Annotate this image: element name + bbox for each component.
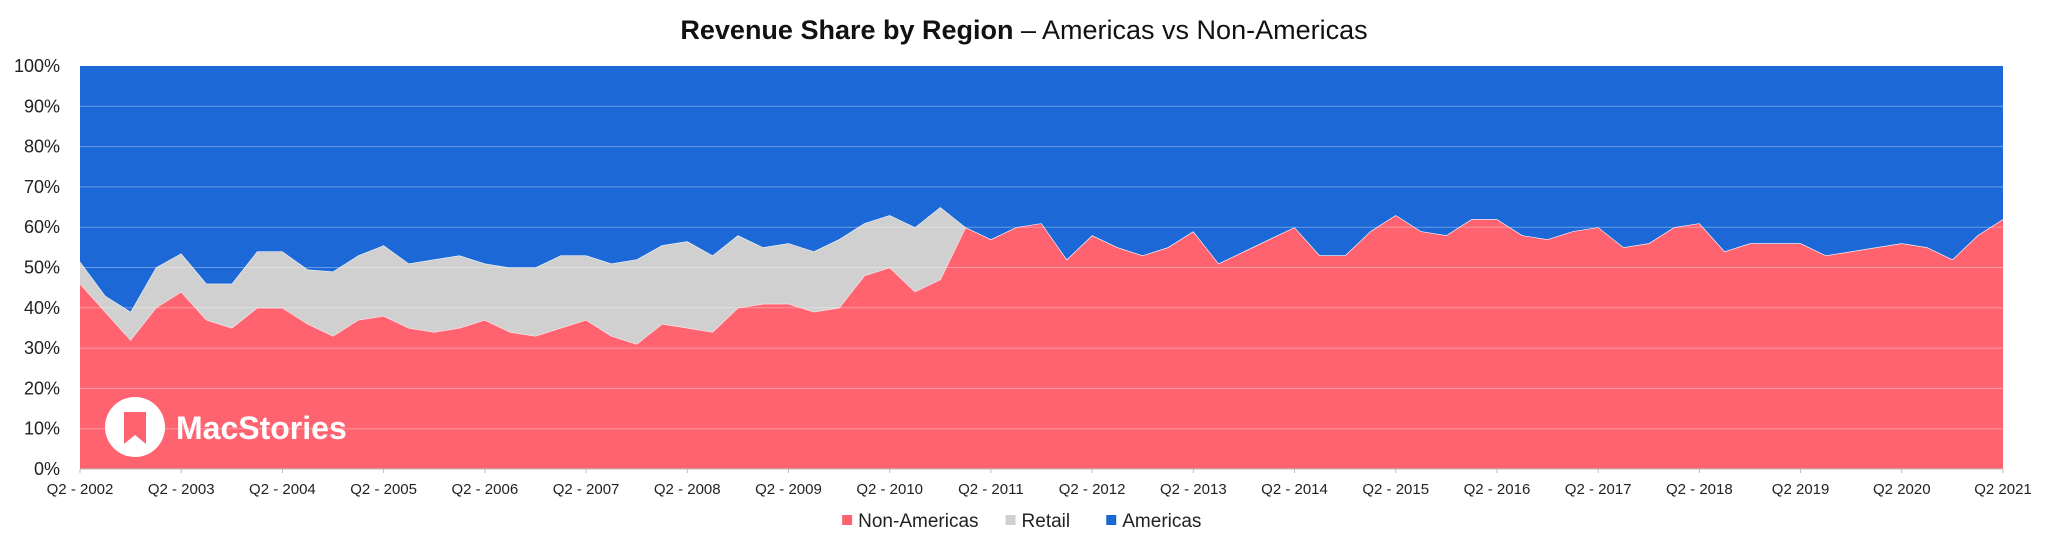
y-tick-label: 60% — [24, 217, 60, 237]
y-tick-label: 40% — [24, 298, 60, 318]
y-axis: 0% 10% 20% 30% 40% 50% 60% 70% 80% 90% 100% — [14, 56, 60, 479]
y-tick-label: 0% — [34, 459, 60, 479]
x-tick-label: Q2 - 2010 — [856, 481, 923, 498]
watermark-text: MacStories — [176, 410, 347, 446]
x-tick-label: Q2 - 2014 — [1261, 481, 1328, 498]
x-tick-label: Q2 - 2016 — [1464, 481, 1531, 498]
macstories-logo: MacStories — [105, 397, 347, 457]
plot-area — [79, 66, 2004, 469]
y-tick-label: 70% — [24, 177, 60, 197]
chart-title-rest: – Americas vs Non-Americas — [1014, 15, 1368, 45]
legend-swatch — [1005, 515, 1016, 525]
x-tick-label: Q2 - 2007 — [553, 481, 620, 498]
y-tick-label: 90% — [24, 96, 60, 116]
x-tick-label: Q2 2021 — [1974, 481, 2032, 498]
x-tick-label: Q2 - 2012 — [1059, 481, 1126, 498]
x-axis: Q2 - 2002 Q2 - 2003 Q2 - 2004 Q2 - 2005 Q2 -… — [47, 468, 2032, 498]
x-tick-label: Q2 - 2011 — [958, 481, 1024, 498]
x-tick-label: Q2 2020 — [1873, 481, 1931, 498]
x-tick-label: Q2 - 2017 — [1565, 481, 1632, 498]
legend-label: Americas — [1122, 511, 1201, 532]
bookmark-icon — [124, 412, 146, 444]
y-tick-label: 10% — [24, 419, 60, 439]
y-tick-label: 80% — [24, 137, 60, 157]
legend-swatch — [842, 515, 853, 525]
x-tick-label: Q2 2019 — [1772, 481, 1830, 498]
x-tick-label: Q2 - 2018 — [1666, 481, 1733, 498]
y-tick-label: 30% — [24, 338, 60, 358]
x-tick-label: Q2 - 2002 — [47, 481, 114, 498]
x-tick-label: Q2 - 2006 — [451, 481, 518, 498]
chart-title-bold: Revenue Share by Region — [680, 15, 1013, 45]
area-non-americas — [80, 215, 2003, 469]
y-tick-label: 50% — [24, 258, 60, 278]
x-tick-label: Q2 - 2009 — [755, 481, 822, 498]
x-tick-label: Q2 - 2003 — [148, 481, 215, 498]
y-tick-label: 100% — [14, 56, 60, 76]
x-tick-label: Q2 - 2008 — [654, 481, 721, 498]
legend-label: Retail — [1022, 511, 1071, 532]
y-tick-label: 20% — [24, 378, 60, 398]
x-tick-label: Q2 - 2004 — [249, 481, 316, 498]
x-tick-label: Q2 - 2015 — [1362, 481, 1429, 498]
gridlines — [80, 105, 2003, 430]
legend-swatch — [1106, 515, 1117, 525]
area-retail — [80, 207, 2003, 345]
x-tick-label: Q2 - 2013 — [1160, 481, 1227, 498]
legend-label: Non-Americas — [858, 511, 978, 532]
area-americas — [80, 66, 2003, 312]
x-tick-label: Q2 - 2005 — [350, 481, 417, 498]
legend: Non-Americas Retail Americas — [842, 511, 1201, 532]
chart-title: Revenue Share by Region – Americas vs No… — [680, 15, 1367, 45]
